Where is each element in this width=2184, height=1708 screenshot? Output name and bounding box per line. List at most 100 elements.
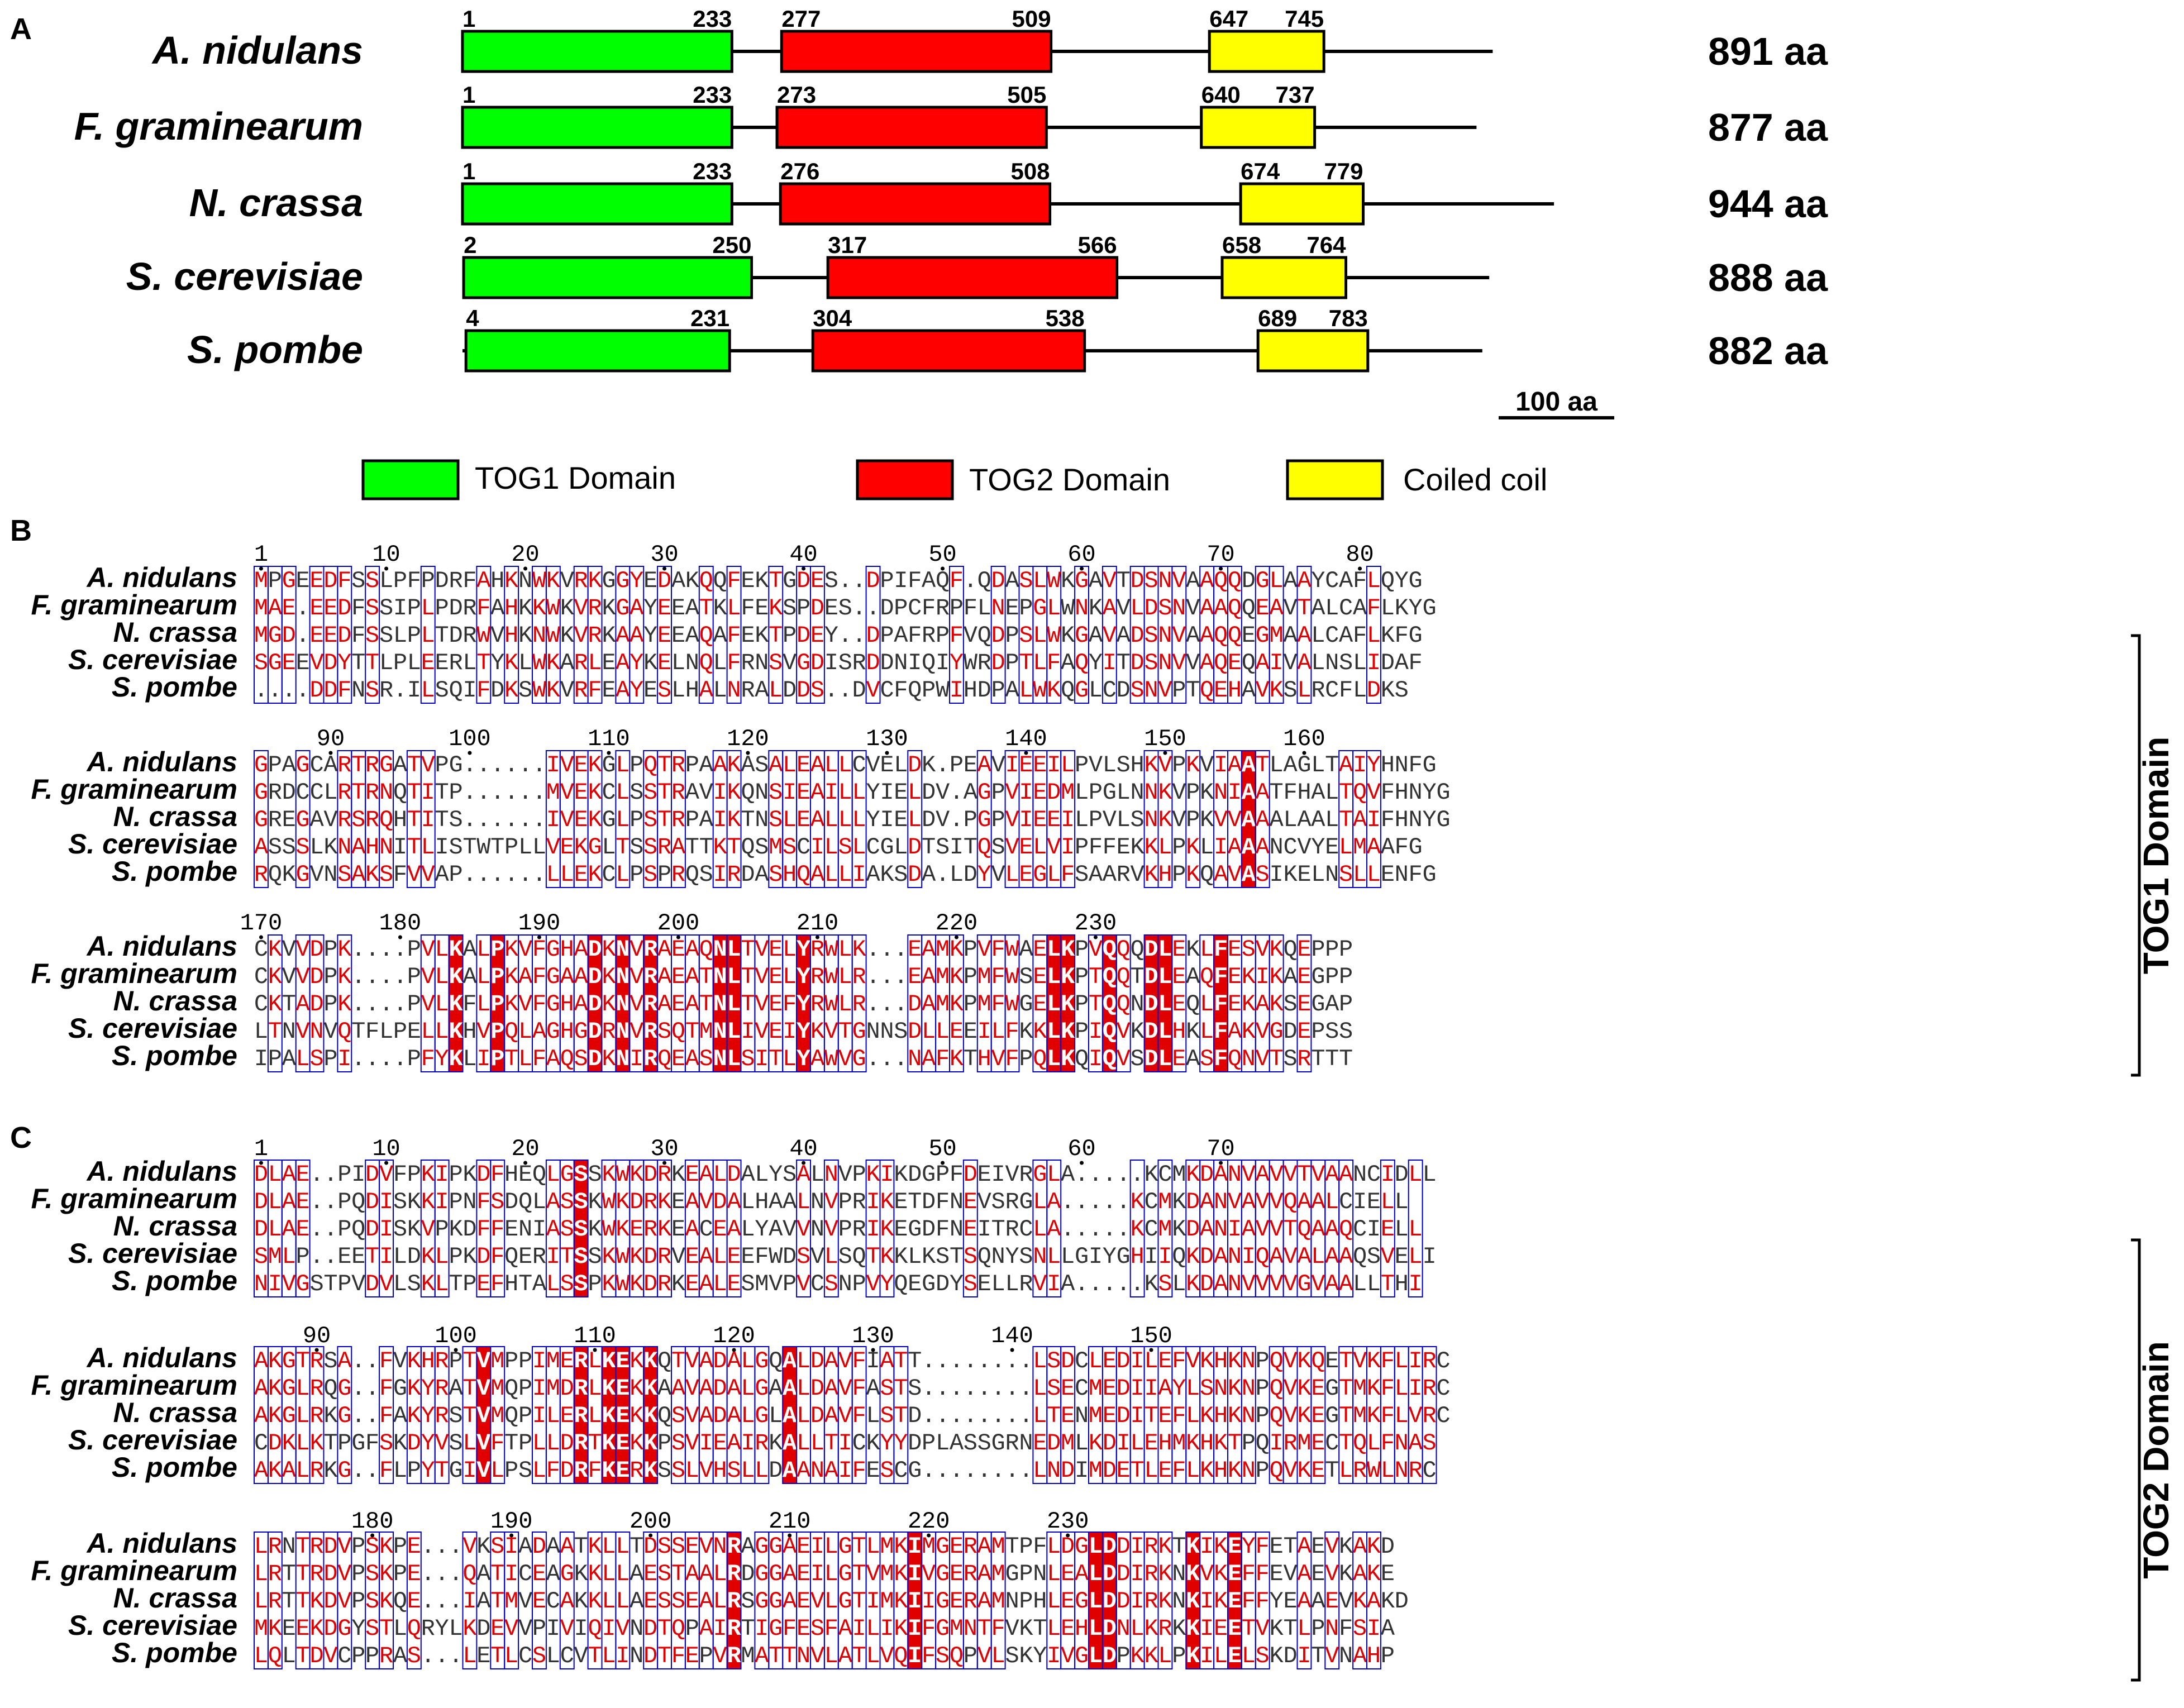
- residue: N: [323, 861, 337, 888]
- residue: E: [1158, 1402, 1172, 1429]
- residue: S: [643, 779, 657, 806]
- residue: L: [435, 991, 449, 1018]
- residue: V: [630, 963, 643, 990]
- residue: I: [1089, 1243, 1103, 1270]
- residue: K: [602, 936, 616, 963]
- residue: A: [1242, 861, 1256, 888]
- residue: C: [1325, 1430, 1339, 1457]
- residue: K: [337, 936, 352, 963]
- domain-end-label: 745: [1285, 6, 1324, 32]
- residue: .: [964, 567, 977, 594]
- residue: S: [769, 807, 783, 833]
- residue: .: [894, 963, 908, 990]
- residue: E: [574, 779, 588, 806]
- residue: I: [908, 1615, 922, 1642]
- species-name: A. nidulans: [151, 28, 363, 72]
- residue: D: [964, 1161, 977, 1188]
- residue: C: [1103, 677, 1117, 704]
- protein-length: 891 aa: [1708, 30, 1828, 73]
- conserved-column-box: [990, 566, 1006, 704]
- residue: N: [991, 595, 1005, 622]
- residue: S: [574, 1161, 588, 1188]
- conserved-column-box: [504, 566, 519, 704]
- residue: G: [1019, 991, 1033, 1018]
- residue: I: [435, 834, 449, 861]
- residue: G: [282, 1375, 296, 1402]
- residue: T: [866, 1243, 880, 1270]
- residue: K: [588, 1588, 602, 1615]
- residue: A: [671, 567, 686, 594]
- residue: P: [393, 650, 407, 676]
- residue: F: [936, 1046, 950, 1072]
- residue: K: [1158, 1561, 1172, 1587]
- residue: T: [296, 1561, 310, 1587]
- residue: D: [1103, 1533, 1117, 1560]
- residue: I: [1270, 650, 1284, 676]
- residue: K: [1061, 991, 1075, 1018]
- residue: Q: [741, 834, 755, 861]
- protein-length: 877 aa: [1708, 106, 1828, 149]
- residue: H: [755, 1189, 769, 1215]
- residue: G: [755, 1402, 769, 1429]
- residue: H: [504, 595, 518, 622]
- ruler-dot: [509, 1533, 514, 1538]
- residue: S: [574, 1271, 588, 1297]
- residue: L: [1089, 677, 1103, 704]
- residue: R: [643, 1189, 657, 1215]
- alignment-block: 170 180 190 200 210 220 230CCCLIKKKTPVVTNAVVAV…: [31, 910, 1353, 1072]
- residue: E: [1061, 1561, 1075, 1587]
- residue: .: [922, 1402, 936, 1429]
- residue: G: [755, 1561, 769, 1587]
- residue: I: [1019, 807, 1033, 833]
- residue: D: [643, 1161, 657, 1188]
- residue: L: [518, 1046, 532, 1072]
- residue: L: [908, 779, 922, 806]
- residue: Y: [1422, 779, 1436, 806]
- residue: L: [379, 650, 393, 676]
- residue: D: [1117, 1588, 1131, 1615]
- conserved-column-box: [1255, 750, 1270, 888]
- residue: I: [268, 1271, 282, 1297]
- residue: S: [657, 1561, 671, 1587]
- residue: D: [630, 1189, 643, 1215]
- residue: E: [1117, 834, 1131, 861]
- conserved-column-box: [1241, 1346, 1256, 1484]
- residue: E: [824, 595, 838, 622]
- residue: R: [643, 963, 658, 990]
- residue: L: [1033, 1457, 1047, 1484]
- residue: F: [922, 595, 936, 622]
- residue: E: [671, 595, 685, 622]
- residue: A: [671, 834, 686, 861]
- alignment-species-label: N. crassa: [113, 801, 237, 832]
- residue: I: [379, 1189, 393, 1215]
- residue: D: [866, 650, 880, 676]
- residue: K: [880, 861, 894, 888]
- residue: .: [866, 595, 880, 622]
- residue: S: [699, 861, 713, 888]
- residue: F: [1214, 936, 1228, 963]
- residue: E: [671, 1189, 685, 1215]
- residue: K: [282, 1430, 297, 1457]
- residue: P: [268, 752, 282, 779]
- residue: A: [1325, 991, 1339, 1018]
- ruler-dot: [1358, 566, 1362, 571]
- residue: R: [727, 1615, 741, 1642]
- residue: K: [671, 1161, 686, 1188]
- residue: Q: [936, 567, 950, 594]
- residue: R: [671, 779, 685, 806]
- ruler-dot: [1093, 935, 1098, 939]
- residue: D: [922, 1189, 936, 1215]
- residue: K: [421, 1271, 436, 1297]
- residue: A: [769, 1375, 783, 1402]
- residue: V: [1186, 650, 1200, 676]
- residue: L: [1033, 622, 1047, 649]
- residue: Q: [1103, 936, 1117, 963]
- residue: L: [268, 1189, 282, 1215]
- conserved-column-box: [1269, 934, 1284, 1072]
- residue: L: [824, 1533, 838, 1560]
- residue: S: [518, 1457, 532, 1484]
- residue: A: [462, 963, 477, 990]
- residue: P: [1256, 1402, 1270, 1429]
- residue: Q: [1172, 1243, 1186, 1270]
- residue: D: [783, 1243, 797, 1270]
